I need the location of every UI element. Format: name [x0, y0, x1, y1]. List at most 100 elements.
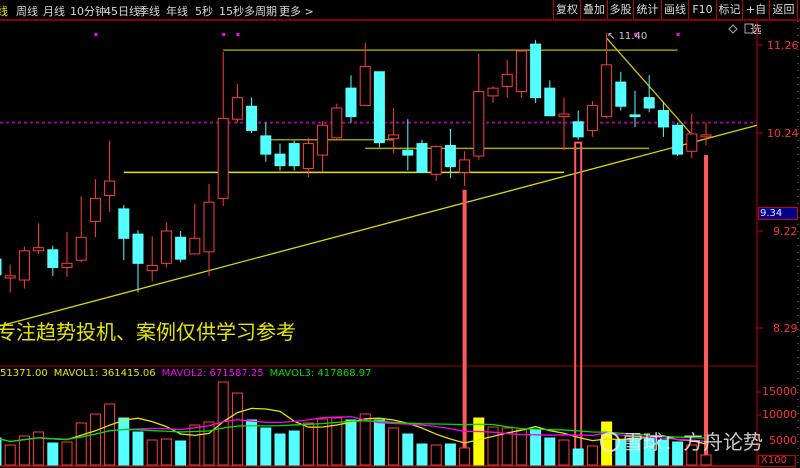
candle-body: [274, 153, 286, 167]
top-marker: [676, 33, 680, 36]
candle-body: [686, 133, 698, 152]
candle-body: [217, 117, 229, 199]
candle-body: [146, 264, 158, 272]
high-annotation: ↖ 11.40: [607, 31, 648, 42]
candle-body: [203, 201, 215, 253]
tab-weekly[interactable]: 周线: [16, 5, 38, 18]
back-button[interactable]: 返回: [769, 0, 798, 19]
volume-bar: [359, 413, 371, 466]
candle-body: [18, 250, 30, 281]
candle-body: [231, 97, 243, 120]
volume-bar: [672, 441, 684, 466]
tab-quarterly[interactable]: 季线: [138, 5, 160, 18]
volume-bar: [544, 437, 556, 466]
f10-button[interactable]: F10: [688, 0, 716, 19]
volume-tick-label: 5000: [769, 434, 797, 447]
tab-multi-period[interactable]: 多周期: [244, 5, 277, 18]
candle-body: [672, 124, 684, 155]
tab-current-period[interactable]: 线: [0, 5, 8, 18]
current-price-label: 9.34: [758, 207, 798, 220]
overlay-button[interactable]: 叠加: [580, 0, 607, 19]
candle-body: [444, 144, 456, 168]
candle-body: [104, 180, 116, 196]
overlay-text: 专注趋势投机、案例仅供学习参考: [0, 320, 296, 344]
candle-body: [331, 107, 343, 139]
volume-bar: [146, 439, 158, 466]
volume-bar: [317, 418, 329, 466]
add-watchlist-button[interactable]: +自选: [742, 0, 769, 36]
candle-body: [4, 275, 16, 279]
tab-45day[interactable]: 45日线: [104, 5, 140, 18]
vol-value: 51371.00: [0, 368, 48, 379]
candle-body: [643, 97, 655, 109]
mark-button[interactable]: 标记: [716, 0, 742, 19]
candle-body: [75, 236, 87, 261]
candle-body: [61, 262, 73, 269]
trend-line: [0, 124, 758, 327]
statistics-button[interactable]: 统计: [633, 0, 661, 19]
volume-unit-label: X100: [758, 455, 796, 467]
volume-bar: [331, 417, 343, 466]
candle-body: [373, 71, 385, 144]
volume-bar: [501, 427, 513, 466]
candle-body: [288, 143, 300, 167]
candle-body: [47, 249, 59, 269]
volume-bar: [700, 454, 712, 466]
price-tick-label: 11.26: [767, 39, 799, 52]
volume-bar: [586, 445, 598, 466]
candle-body: [515, 50, 527, 93]
multi-stock-button[interactable]: 多股: [607, 0, 633, 19]
top-marker: [236, 33, 240, 36]
volume-bar: [189, 424, 201, 466]
top-marker: [94, 33, 98, 36]
candle-body: [501, 73, 513, 87]
volume-bar: [686, 444, 698, 466]
volume-bar: [18, 435, 30, 466]
volume-bar: [643, 437, 655, 466]
candle-body: [558, 113, 570, 118]
volume-bar: [217, 381, 229, 466]
watermark: 雪球：方舟论势: [600, 426, 763, 455]
draw-line-button[interactable]: 画线: [661, 0, 688, 19]
candle-body: [345, 87, 357, 118]
restore-rights-button[interactable]: 复权: [553, 0, 580, 19]
watermark-text: 雪球：方舟论势: [623, 430, 763, 454]
top-marker: [222, 33, 226, 36]
volume-bar: [487, 426, 499, 466]
volume-bar: [160, 438, 172, 466]
price-tick-label: 8.29: [773, 322, 798, 335]
tab-10min[interactable]: 10分钟: [70, 5, 106, 18]
candle-body: [189, 237, 201, 255]
volume-bar: [118, 417, 130, 466]
candle-body: [160, 230, 172, 264]
volume-bar: [416, 443, 428, 466]
diamond-icon: [728, 24, 738, 34]
candle-body: [416, 143, 428, 173]
signal-bar: [574, 141, 583, 461]
tab-5sec[interactable]: 5秒: [195, 5, 213, 18]
more-menu[interactable]: 更多 >: [279, 5, 314, 18]
tab-yearly[interactable]: 年线: [166, 5, 188, 18]
tab-15sec[interactable]: 15秒: [219, 5, 244, 18]
candle-body: [89, 197, 101, 222]
candle-body: [629, 114, 641, 118]
price-tick-label: 10.24: [767, 127, 799, 140]
period-toolbar: 线 周线 月线 10分钟 45日线 季线 年线 5秒 15秒 多周期 更多 > …: [0, 0, 800, 36]
candle-body: [459, 159, 471, 173]
volume-bar: [657, 439, 669, 466]
high-value: 11.40: [618, 31, 648, 42]
volume-bar: [4, 444, 16, 466]
volume-bar: [104, 403, 116, 466]
volume-bar: [558, 439, 570, 466]
trend-line: [606, 37, 691, 134]
volume-bar: [231, 392, 243, 466]
volume-bar: [47, 442, 59, 466]
price-tick-label: 9.22: [773, 225, 798, 238]
candle-body: [572, 121, 584, 138]
volume-bar: [373, 419, 385, 466]
candle-body: [260, 135, 272, 155]
volume-bar: [302, 422, 314, 466]
tab-monthly[interactable]: 月线: [43, 5, 65, 18]
candle-body: [317, 124, 329, 156]
